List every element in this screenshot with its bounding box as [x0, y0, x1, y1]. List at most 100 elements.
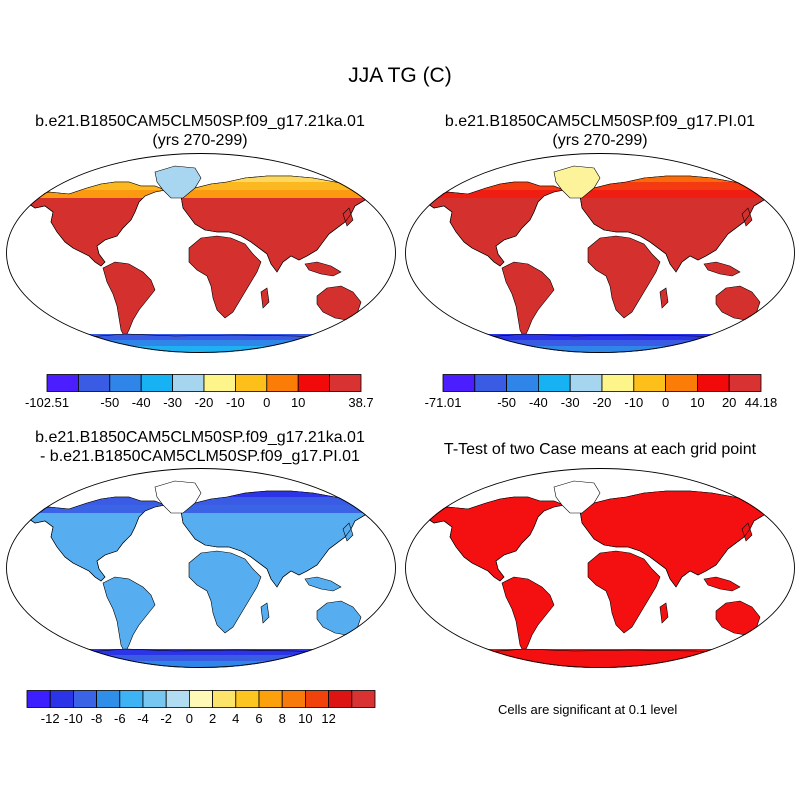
colorbar-label: -20: [195, 395, 214, 410]
colorbar-swatch: [728, 374, 762, 392]
colorbar-swatch: [46, 374, 79, 392]
land-islands: [659, 207, 753, 309]
map-outline: [405, 468, 795, 668]
colorbar-swatch: [109, 374, 142, 392]
land-islands: [260, 207, 354, 309]
colorbar-label: -2: [160, 711, 172, 726]
colorbar-label: -6: [114, 711, 126, 726]
colorbar-label: 44.18: [745, 395, 778, 410]
panel-title-top-left-line1: b.e21.B1850CAM5CLM50SP.f09_g17.21ka.01: [35, 113, 365, 130]
coastline-eurasia: [180, 175, 372, 273]
colorbar-label: -40: [132, 395, 151, 410]
colorbar-label: 10: [291, 395, 305, 410]
colorbar-swatch: [633, 374, 667, 392]
coastline-eurasia: [579, 175, 771, 273]
land-africa: [587, 550, 661, 634]
colorbar-swatch: [329, 374, 362, 392]
coastline-eurasia: [579, 490, 771, 588]
colorbar-swatch: [212, 690, 237, 708]
land-southAmerica: [102, 261, 156, 339]
colorbar-label: -102.51: [25, 395, 69, 410]
land-africa: [188, 550, 262, 634]
land-africa: [587, 235, 661, 319]
colorbar-label: -30: [163, 395, 182, 410]
colorbar-swatch: [696, 374, 730, 392]
colorbar-label: -10: [64, 711, 83, 726]
land-southAmerica: [501, 261, 555, 339]
panel-title-bottom-left-line2: - b.e21.B1850CAM5CLM50SP.f09_g17.PI.01: [40, 448, 360, 465]
colorbar-label: 8: [279, 711, 286, 726]
colorbar-swatch: [73, 690, 98, 708]
panel-title-bottom-right: T-Test of two Case means at each grid po…: [400, 440, 800, 459]
colorbar-swatch: [538, 374, 571, 392]
colorbar-label: 10: [298, 711, 312, 726]
colorbar-swatch: [304, 690, 329, 708]
colorbar-label: 0: [186, 711, 193, 726]
colorbar-swatch: [140, 374, 173, 392]
colorbar-bottom-left: -12 -10 -8 -6 -4 -2 0 2 4 6 8 10 12: [26, 690, 376, 726]
land-islands: [659, 522, 753, 624]
colorbar-swatch: [49, 690, 74, 708]
map-bottom-left: [6, 468, 396, 668]
colorbar-swatch: [297, 374, 330, 392]
antarctica-band: [6, 346, 396, 353]
colorbar-label: -10: [226, 395, 245, 410]
colorbar-swatch: [281, 690, 306, 708]
colorbar-swatch: [569, 374, 603, 392]
land-southAmerica: [501, 576, 555, 654]
land-greenland: [553, 165, 601, 199]
colorbar-swatch: [601, 374, 635, 392]
colorbar-swatch: [328, 690, 353, 708]
land-greenland: [154, 480, 202, 514]
colorbar-swatch: [142, 690, 167, 708]
colorbar-top-right: -71.01 -50 -40 -30 -20 -10 0 10 20 44.18: [425, 374, 777, 410]
colorbar-label: 0: [662, 395, 669, 410]
colorbar-swatch: [96, 690, 121, 708]
panel-title-bottom-left: b.e21.B1850CAM5CLM50SP.f09_g17.21ka.01 -…: [0, 428, 400, 466]
panel-title-top-right-line1: b.e21.B1850CAM5CLM50SP.f09_g17.PI.01: [444, 113, 756, 130]
colorbar-label: 38.7: [348, 395, 373, 410]
colorbar-swatch: [258, 690, 283, 708]
colorbar-label: 12: [321, 711, 335, 726]
colorbar-swatch: [351, 690, 376, 708]
colorbar-swatch: [26, 690, 51, 708]
map-top-left: [6, 153, 396, 353]
coastline-northAmerica: [427, 496, 566, 582]
map-outline: [6, 468, 396, 668]
colorbar-label: -4: [137, 711, 149, 726]
panel-title-bottom-left-line1: b.e21.B1850CAM5CLM50SP.f09_g17.21ka.01: [35, 429, 365, 446]
colorbar-swatch: [474, 374, 507, 392]
land-greenland: [553, 480, 601, 514]
panel-title-top-left: b.e21.B1850CAM5CLM50SP.f09_g17.21ka.01 (…: [0, 112, 400, 150]
significance-note: Cells are significant at 0.1 level: [498, 702, 678, 717]
map-outline: [405, 153, 795, 353]
figure-title: JJA TG (C): [348, 64, 452, 87]
colorbar-label: -30: [561, 395, 580, 410]
map-outline: [6, 153, 396, 353]
colorbar-label: 6: [255, 711, 262, 726]
colorbar-swatch: [266, 374, 299, 392]
coastline-eurasia: [180, 490, 372, 588]
colorbar-label: -12: [41, 711, 60, 726]
colorbar-swatch: [506, 374, 539, 392]
colorbar-label: -10: [624, 395, 643, 410]
land-southAmerica: [102, 576, 156, 654]
land-islands: [260, 522, 354, 624]
colorbar-swatch: [665, 374, 698, 392]
map-top-right: [405, 153, 795, 353]
land-africa: [188, 235, 262, 319]
coastline-northAmerica: [427, 181, 566, 267]
colorbar-swatch: [203, 374, 236, 392]
colorbar-label: -40: [529, 395, 548, 410]
colorbar-swatch: [172, 374, 205, 392]
colorbar-swatch: [119, 690, 144, 708]
antarctica-band: [405, 661, 795, 668]
colorbar-label: 20: [722, 395, 736, 410]
colorbar-swatch: [165, 690, 190, 708]
coastline-northAmerica: [28, 181, 167, 267]
colorbar-top-left: -102.51 -50 -40 -30 -20 -10 0 10 38.7: [25, 374, 374, 410]
panel-title-bottom-right-line1: T-Test of two Case means at each grid po…: [443, 441, 757, 458]
colorbar-label: 10: [690, 395, 704, 410]
colorbar-label: -50: [100, 395, 119, 410]
colorbar-label: 0: [263, 395, 270, 410]
